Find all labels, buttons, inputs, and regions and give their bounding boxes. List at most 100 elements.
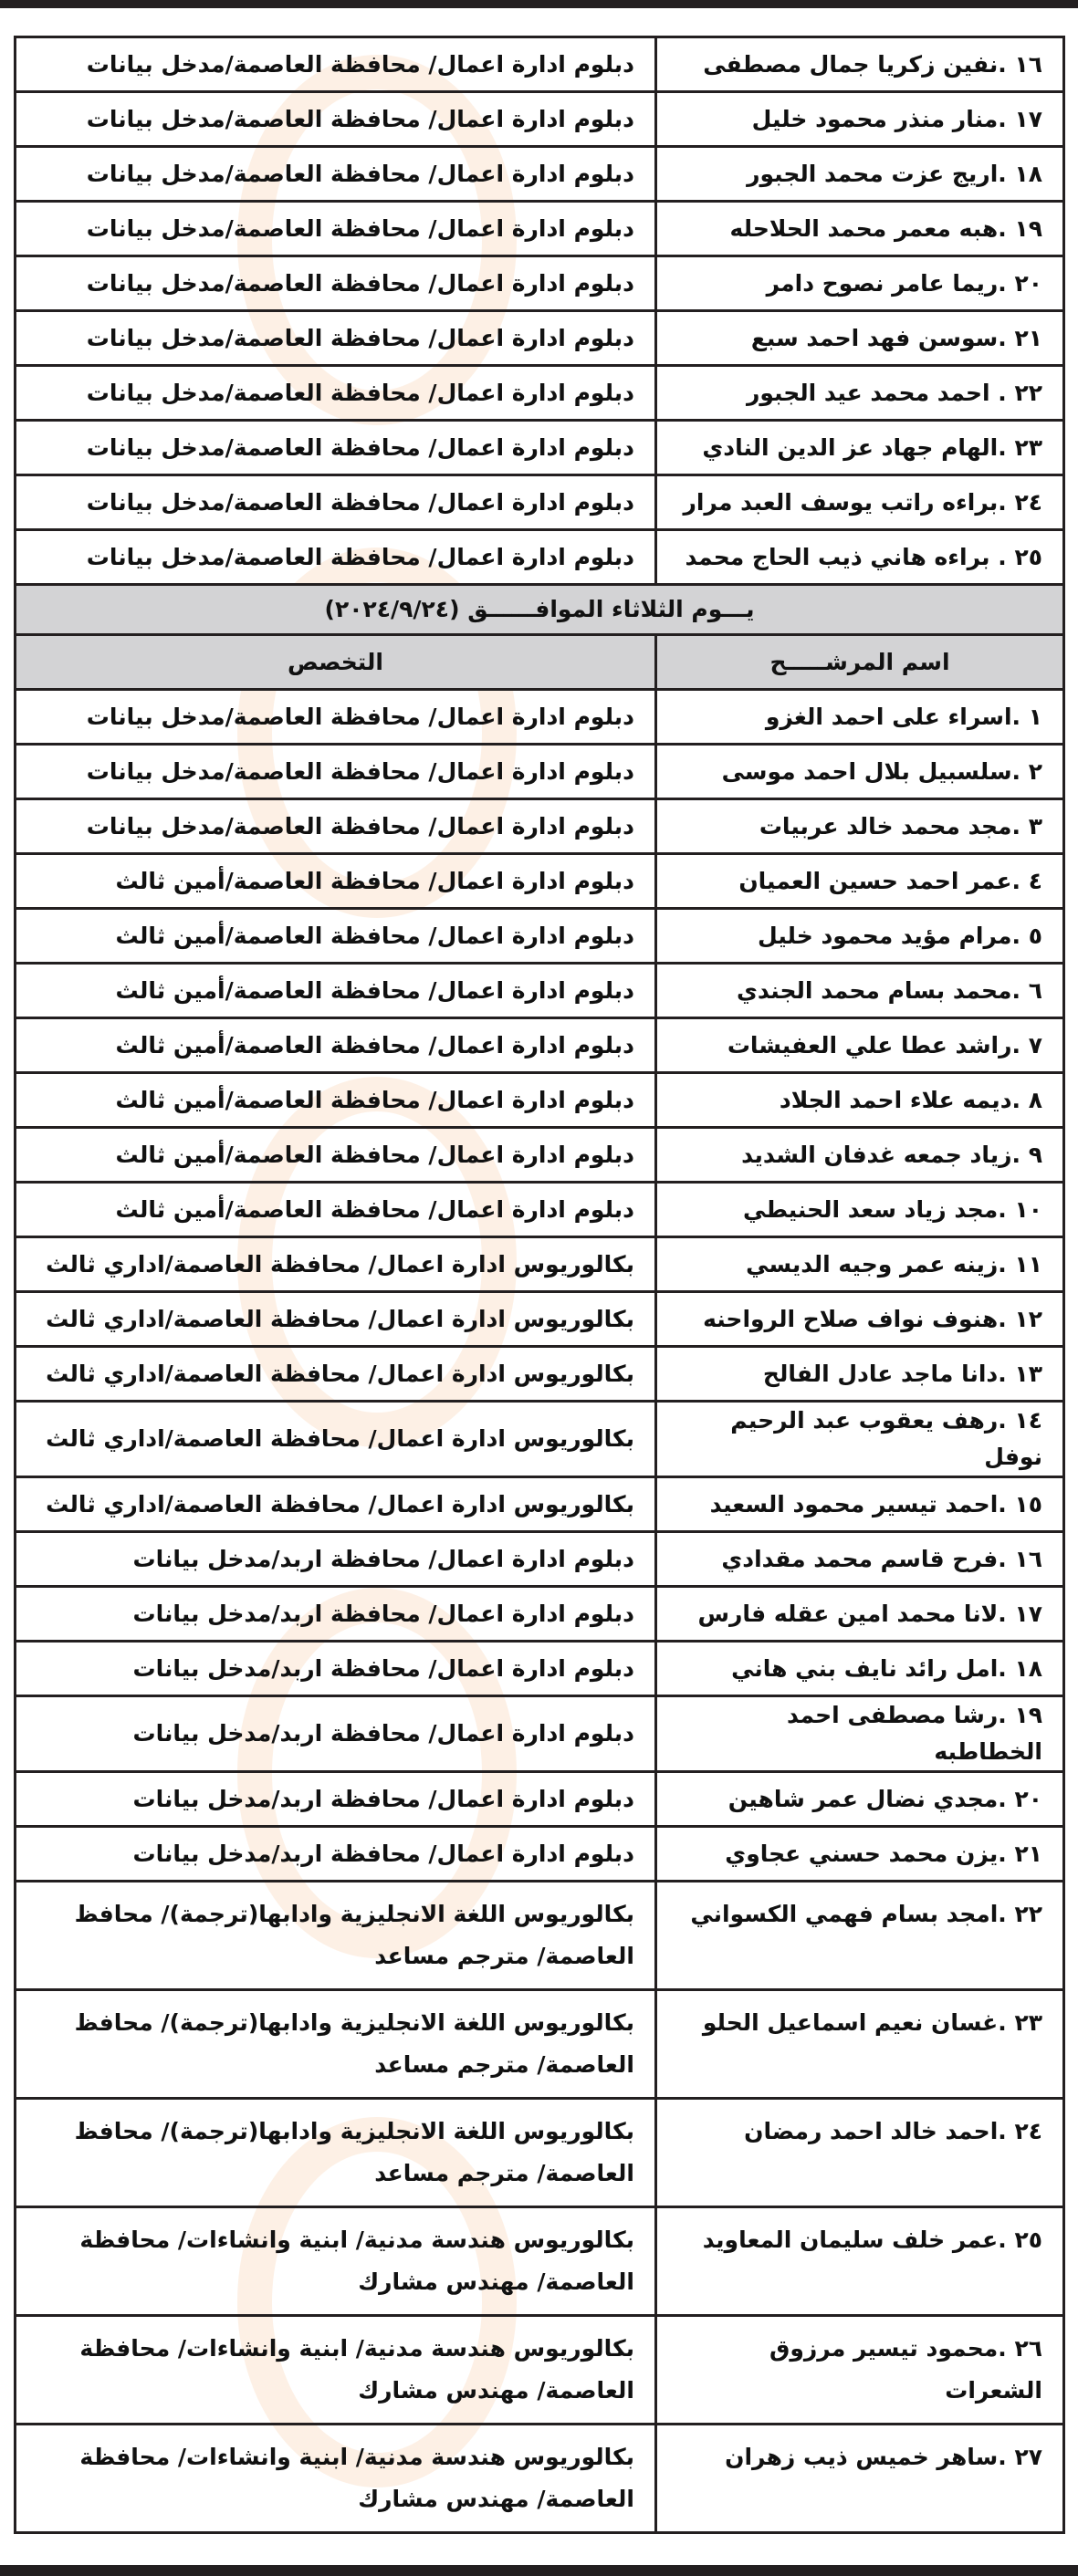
candidate-specialization: دبلوم ادارة اعمال/ محافظة العاصمة/مدخل ب… bbox=[14, 419, 657, 476]
table-row: ٢٤ .براءه راتب يوسف العبد مرار دبلوم ادار… bbox=[14, 474, 1065, 531]
table-row: ١٨ .اريج عزت محمد الجبور دبلوم ادارة اعما… bbox=[14, 145, 1065, 203]
candidate-name: ٢ .سلسبيل بلال احمد موسى bbox=[654, 743, 1065, 800]
candidate-specialization: دبلوم ادارة اعمال/ محافظة اربد/مدخل بيان… bbox=[14, 1695, 657, 1773]
candidate-specialization: دبلوم ادارة اعمال/ محافظة العاصمة/أمين ث… bbox=[14, 907, 657, 965]
candidate-specialization: دبلوم ادارة اعمال/ محافظة العاصمة/مدخل ب… bbox=[14, 688, 657, 746]
candidate-specialization: بكالوريوس هندسة مدنية/ ابنية وانشاءات/ م… bbox=[14, 2314, 657, 2425]
table-row: ٩ .زياد جمعه غدفان الشديد دبلوم ادارة اعم… bbox=[14, 1126, 1065, 1184]
candidate-name: ١٦ .نفين زكريا جمال مصطفى bbox=[654, 36, 1065, 93]
candidate-name: ١٧ .لانا محمد امين عقله فارس bbox=[654, 1585, 1065, 1643]
candidate-name: ٧ .راشد عطا علي العفيشات bbox=[654, 1017, 1065, 1074]
candidate-specialization: دبلوم ادارة اعمال/ محافظة العاصمة/مدخل ب… bbox=[14, 36, 657, 93]
table-row: ٢٥ .عمر خلف سليمان المعاويد بكالوريوس هند… bbox=[14, 2206, 1065, 2317]
candidate-specialization: دبلوم ادارة اعمال/ محافظة العاصمة/أمين ث… bbox=[14, 1017, 657, 1074]
candidate-name: ١٦ .فرح قاسم محمد مقدادي bbox=[654, 1530, 1065, 1588]
candidate-specialization: دبلوم ادارة اعمال/ محافظة العاصمة/أمين ث… bbox=[14, 1181, 657, 1238]
candidate-specialization: دبلوم ادارة اعمال/ محافظة اربد/مدخل بيان… bbox=[14, 1770, 657, 1828]
candidate-specialization: بكالوريوس ادارة اعمال/ محافظة العاصمة/اد… bbox=[14, 1476, 657, 1533]
table-row: ١٧ .منار منذر محمود خليل دبلوم ادارة اعما… bbox=[14, 90, 1065, 148]
table-row: ٢٣ .غسان نعيم اسماعيل الحلو بكالوريوس الل… bbox=[14, 1988, 1065, 2100]
table-row: ٢٦ .محمود تيسير مرزوق الشعرات بكالوريوس ه… bbox=[14, 2314, 1065, 2425]
candidate-name: ٢٠ .مجدي نضال عمر شاهين bbox=[654, 1770, 1065, 1828]
table-row: ١٦ .فرح قاسم محمد مقدادي دبلوم ادارة اعما… bbox=[14, 1530, 1065, 1588]
table-row: ٢٤ .احمد خالد احمد رمضان بكالوريوس اللغة … bbox=[14, 2097, 1065, 2208]
table-row: ٢٠ .مجدي نضال عمر شاهين دبلوم ادارة اعمال… bbox=[14, 1770, 1065, 1828]
candidate-specialization: بكالوريوس ادارة اعمال/ محافظة العاصمة/اد… bbox=[14, 1236, 657, 1293]
table-row: ١٠ .مجد زياد سعد الحنيطي دبلوم ادارة اعما… bbox=[14, 1181, 1065, 1238]
table-row: ٦ .محمد بسام محمد الجندي دبلوم ادارة اعما… bbox=[14, 962, 1065, 1019]
candidate-specialization: بكالوريوس هندسة مدنية/ ابنية وانشاءات/ م… bbox=[14, 2206, 657, 2317]
candidate-name: ٤ .عمر احمد حسين العميان bbox=[654, 852, 1065, 910]
candidate-specialization: دبلوم ادارة اعمال/ محافظة العاصمة/مدخل ب… bbox=[14, 798, 657, 855]
candidate-specialization: دبلوم ادارة اعمال/ محافظة العاصمة/مدخل ب… bbox=[14, 255, 657, 312]
candidate-name: ١٩ .رشا مصطفى احمد الخطاطبه bbox=[654, 1695, 1065, 1773]
table-row: ٧ .راشد عطا علي العفيشات دبلوم ادارة اعما… bbox=[14, 1017, 1065, 1074]
section-1-rows: ١٦ .نفين زكريا جمال مصطفى دبلوم ادارة اعم… bbox=[14, 36, 1065, 586]
candidate-name: ٢٢ .امجد بسام فهمي الكسواني bbox=[654, 1880, 1065, 1991]
candidate-specialization: بكالوريوس ادارة اعمال/ محافظة العاصمة/اد… bbox=[14, 1290, 657, 1348]
table-row: ١٨ .امل رائد نايف بني هاني دبلوم ادارة اع… bbox=[14, 1640, 1065, 1697]
candidate-specialization: دبلوم ادارة اعمال/ محافظة العاصمة/مدخل ب… bbox=[14, 90, 657, 148]
candidate-name: ٢٤ .براءه راتب يوسف العبد مرار bbox=[654, 474, 1065, 531]
column-header-row: اسم المرشـــــح التخصص bbox=[14, 633, 1065, 691]
candidate-name: ٥ .مرام مؤيد محمود خليل bbox=[654, 907, 1065, 965]
candidate-name: ١١ .زينه عمر وجيه الديسي bbox=[654, 1236, 1065, 1293]
candidate-name: ٢٥ . براءه هاني ذيب الحاج محمد bbox=[654, 528, 1065, 586]
table-row: ٢ .سلسبيل بلال احمد موسى دبلوم ادارة اعما… bbox=[14, 743, 1065, 800]
candidate-name: ٣ .مجد محمد خالد عربيات bbox=[654, 798, 1065, 855]
section-2-header: يـــوم الثلاثاء الموافــــــق (٢٠٢٤/٩/٢٤… bbox=[14, 583, 1065, 691]
candidate-name: ٢٧ .ساهر خميس ذيب زهران bbox=[654, 2423, 1065, 2534]
candidate-specialization: دبلوم ادارة اعمال/ محافظة العاصمة/مدخل ب… bbox=[14, 309, 657, 367]
candidate-specialization: بكالوريوس اللغة الانجليزية وادابها(ترجمة… bbox=[14, 1988, 657, 2100]
table-row: ٨ .ديمه علاء احمد الجلاد دبلوم ادارة اعما… bbox=[14, 1071, 1065, 1129]
day-header-row: يـــوم الثلاثاء الموافــــــق (٢٠٢٤/٩/٢٤… bbox=[14, 583, 1065, 636]
candidate-name: ٨ .ديمه علاء احمد الجلاد bbox=[654, 1071, 1065, 1129]
candidate-name: ١ .اسراء على احمد الغزو bbox=[654, 688, 1065, 746]
table-row: ٥ .مرام مؤيد محمود خليل دبلوم ادارة اعمال… bbox=[14, 907, 1065, 965]
candidate-specialization: دبلوم ادارة اعمال/ محافظة اربد/مدخل بيان… bbox=[14, 1530, 657, 1588]
candidate-name: ٦ .محمد بسام محمد الجندي bbox=[654, 962, 1065, 1019]
table-row: ٢٢ .امجد بسام فهمي الكسواني بكالوريوس الل… bbox=[14, 1880, 1065, 1991]
candidate-name: ٢٣ .الهام جهاد عز الدين النادي bbox=[654, 419, 1065, 476]
candidate-specialization: دبلوم ادارة اعمال/ محافظة العاصمة/مدخل ب… bbox=[14, 200, 657, 257]
table-row: ٢٧ .ساهر خميس ذيب زهران بكالوريوس هندسة م… bbox=[14, 2423, 1065, 2534]
table-row: ١٤ .رهف يعقوب عبد الرحيم نوفل بكالوريوس ا… bbox=[14, 1400, 1065, 1478]
table-row: ١٣ .دانا ماجد عادل الفالح بكالوريوس ادارة… bbox=[14, 1345, 1065, 1403]
candidate-name: ١٤ .رهف يعقوب عبد الرحيم نوفل bbox=[654, 1400, 1065, 1478]
candidate-name: ٢٢ . احمد محمد عيد الجبور bbox=[654, 364, 1065, 422]
table-row: ٢١ .سوسن فهد احمد سبع دبلوم ادارة اعمال/ … bbox=[14, 309, 1065, 367]
candidate-name: ١٣ .دانا ماجد عادل الفالح bbox=[654, 1345, 1065, 1403]
candidate-specialization: بكالوريوس هندسة مدنية/ ابنية وانشاءات/ م… bbox=[14, 2423, 657, 2534]
candidate-specialization: دبلوم ادارة اعمال/ محافظة اربد/مدخل بيان… bbox=[14, 1825, 657, 1882]
candidates-table: ١٦ .نفين زكريا جمال مصطفى دبلوم ادارة اعم… bbox=[14, 36, 1065, 2534]
candidate-name: ١٨ .امل رائد نايف بني هاني bbox=[654, 1640, 1065, 1697]
candidate-name: ١٧ .منار منذر محمود خليل bbox=[654, 90, 1065, 148]
candidate-specialization: دبلوم ادارة اعمال/ محافظة العاصمة/مدخل ب… bbox=[14, 743, 657, 800]
candidate-name: ٩ .زياد جمعه غدفان الشديد bbox=[654, 1126, 1065, 1184]
table-row: ١١ .زينه عمر وجيه الديسي بكالوريوس ادارة … bbox=[14, 1236, 1065, 1293]
table-row: ٢٢ . احمد محمد عيد الجبور دبلوم ادارة اعم… bbox=[14, 364, 1065, 422]
table-row: ٣ .مجد محمد خالد عربيات دبلوم ادارة اعمال… bbox=[14, 798, 1065, 855]
table-row: ٢٣ .الهام جهاد عز الدين النادي دبلوم ادار… bbox=[14, 419, 1065, 476]
table-row: ٢٥ . براءه هاني ذيب الحاج محمد دبلوم ادار… bbox=[14, 528, 1065, 586]
candidate-name: ٢٥ .عمر خلف سليمان المعاويد bbox=[654, 2206, 1065, 2317]
candidate-specialization: بكالوريوس ادارة اعمال/ محافظة العاصمة/اد… bbox=[14, 1400, 657, 1478]
candidate-name: ٢٤ .احمد خالد احمد رمضان bbox=[654, 2097, 1065, 2208]
candidate-name: ٢٣ .غسان نعيم اسماعيل الحلو bbox=[654, 1988, 1065, 2100]
candidate-specialization: دبلوم ادارة اعمال/ محافظة العاصمة/أمين ث… bbox=[14, 1071, 657, 1129]
candidate-specialization: بكالوريوس اللغة الانجليزية وادابها(ترجمة… bbox=[14, 1880, 657, 1991]
candidate-specialization: بكالوريوس ادارة اعمال/ محافظة العاصمة/اد… bbox=[14, 1345, 657, 1403]
table-row: ٢٠ .ريما عامر نصوح دامر دبلوم ادارة اعمال… bbox=[14, 255, 1065, 312]
candidate-name: ٢٦ .محمود تيسير مرزوق الشعرات bbox=[654, 2314, 1065, 2425]
candidate-specialization: دبلوم ادارة اعمال/ محافظة العاصمة/مدخل ب… bbox=[14, 364, 657, 422]
candidate-specialization: دبلوم ادارة اعمال/ محافظة العاصمة/أمين ث… bbox=[14, 852, 657, 910]
table-row: ١٩ .رشا مصطفى احمد الخطاطبه دبلوم ادارة ا… bbox=[14, 1695, 1065, 1773]
table-row: ١ .اسراء على احمد الغزو دبلوم ادارة اعمال… bbox=[14, 688, 1065, 746]
candidate-name: ٢١ .يزن محمد حسني عجاوي bbox=[654, 1825, 1065, 1882]
top-rule bbox=[0, 0, 1078, 8]
table-row: ١٦ .نفين زكريا جمال مصطفى دبلوم ادارة اعم… bbox=[14, 36, 1065, 93]
candidate-name: ٢١ .سوسن فهد احمد سبع bbox=[654, 309, 1065, 367]
candidate-specialization: بكالوريوس اللغة الانجليزية وادابها(ترجمة… bbox=[14, 2097, 657, 2208]
table-row: ١٩ .هبه معمر محمد الحلاحله دبلوم ادارة اع… bbox=[14, 200, 1065, 257]
bottom-rule bbox=[0, 2565, 1078, 2576]
